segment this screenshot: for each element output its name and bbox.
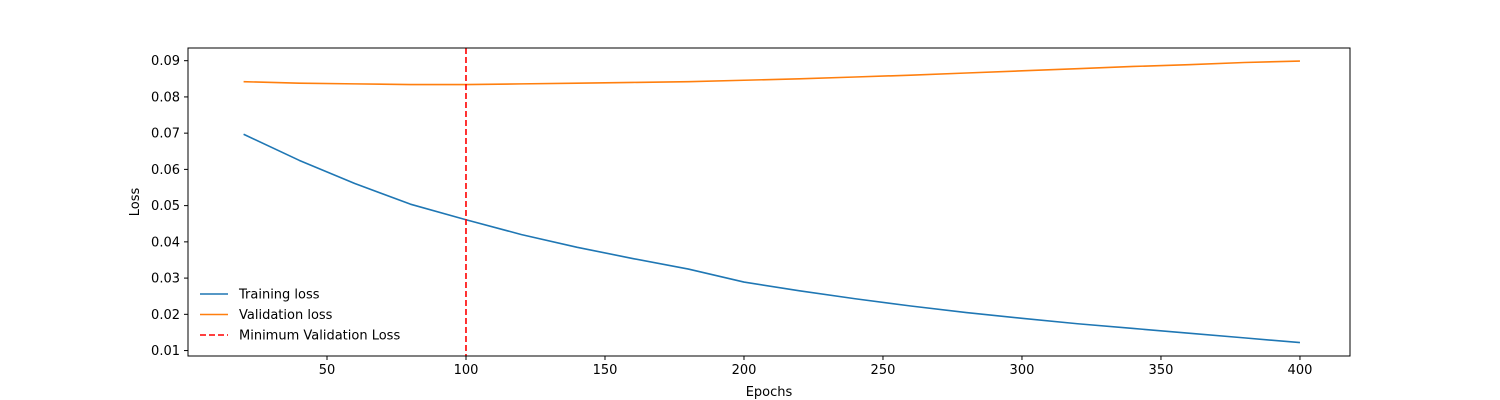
x-tick-label: 50 (319, 363, 336, 378)
x-tick-label: 300 (1010, 363, 1035, 378)
y-tick-label: 0.01 (151, 344, 180, 359)
y-axis-ticks: 0.01 0.02 0.03 0.04 0.05 0.06 0.07 0.08 0.09 (151, 54, 188, 359)
x-axis-label: Epochs (746, 385, 793, 400)
legend-label: Minimum Validation Loss (239, 329, 400, 344)
legend-label: Validation loss (239, 308, 333, 323)
plot-lines (243, 48, 1301, 356)
plot-frame (187, 47, 1351, 357)
y-tick-label: 0.03 (151, 272, 180, 287)
y-tick-label: 0.05 (151, 199, 180, 214)
x-tick-label: 100 (454, 363, 479, 378)
y-tick-label: 0.02 (151, 308, 180, 323)
x-tick-label: 350 (1149, 363, 1174, 378)
series-line-training-loss (243, 133, 1301, 344)
y-tick-label: 0.08 (151, 90, 180, 105)
x-tick-label: 250 (871, 363, 896, 378)
y-tick-label: 0.06 (151, 163, 180, 178)
series-line-validation-loss (243, 60, 1300, 86)
y-tick-label: 0.09 (151, 54, 180, 69)
x-tick-label: 200 (732, 363, 757, 378)
y-axis-label: Loss (128, 188, 143, 217)
legend: Training loss Validation loss Minimum Vali… (200, 288, 400, 344)
x-tick-label: 150 (593, 363, 618, 378)
legend-label: Training loss (238, 288, 320, 303)
x-tick-label: 400 (1288, 363, 1313, 378)
y-tick-label: 0.04 (151, 235, 180, 250)
x-axis-ticks: 50 100 150 200 250 300 350 400 (319, 356, 1313, 378)
y-tick-label: 0.07 (151, 127, 180, 142)
